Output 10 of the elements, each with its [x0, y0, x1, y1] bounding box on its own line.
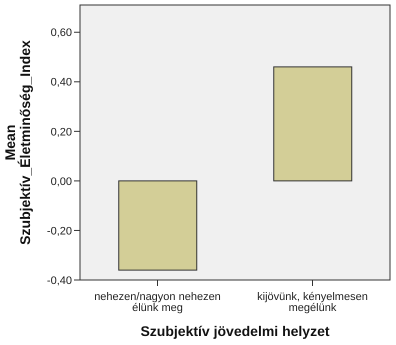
y-tick-label: 0,00 [50, 176, 72, 188]
y-tick-label: 0,20 [50, 126, 72, 138]
y-tick-label: -0,20 [46, 225, 72, 238]
y-tick-label: 0,40 [50, 76, 72, 89]
y-tick-label: 0,60 [50, 27, 72, 40]
x-tick-label: nehezen/nagyon nehezen élünk meg [94, 291, 221, 314]
y-tick-label: -0,40 [46, 274, 72, 287]
y-axis-title: Mean Szubjektív_Életminőség_Index [2, 40, 33, 245]
x-axis-title: Szubjektív jövedelmi helyzet [140, 323, 330, 339]
x-tick-label: kijövünk, kényelmesen megélünk [257, 291, 368, 314]
